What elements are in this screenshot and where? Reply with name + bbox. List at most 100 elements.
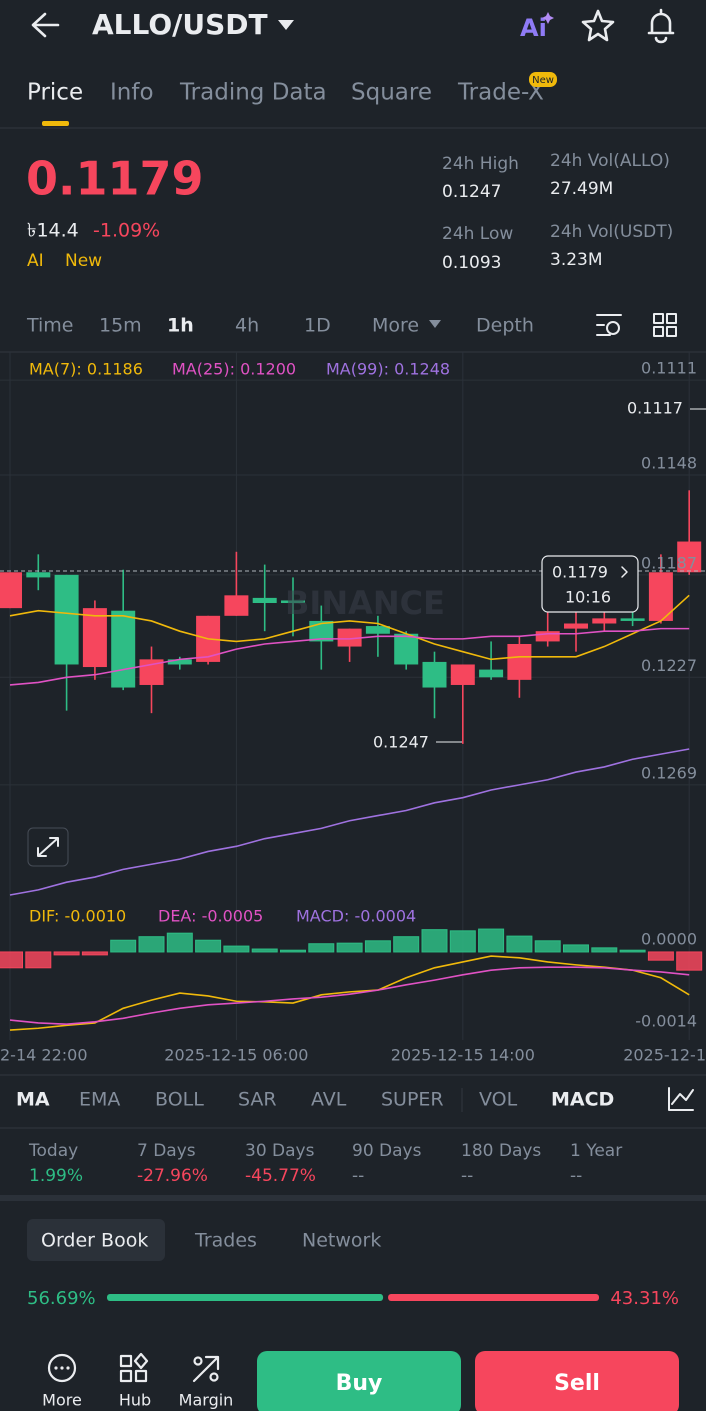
cursor-tooltip[interactable] — [541, 555, 639, 613]
alert-button[interactable] — [647, 8, 675, 44]
macd-bar — [478, 928, 505, 953]
ai-button[interactable]: Ai — [520, 12, 554, 42]
watermark: BINANCE — [285, 584, 445, 622]
chart-settings-button[interactable] — [596, 314, 622, 336]
indicator-fade — [650, 1080, 706, 1120]
more-icon[interactable] — [66, 1366, 70, 1370]
candle-body — [167, 659, 192, 665]
macd-bar — [81, 951, 108, 956]
candle-body — [564, 623, 588, 629]
indicator-tab[interactable]: BOLL — [155, 1089, 204, 1111]
favorite-button[interactable] — [581, 9, 615, 42]
sell-ratio: 43.31% — [610, 1288, 679, 1309]
more-dropdown[interactable] — [429, 320, 441, 328]
interval[interactable]: Time — [26, 315, 74, 337]
nav-label[interactable]: Hub — [119, 1391, 151, 1410]
book-tab[interactable]: Trades — [194, 1230, 257, 1252]
tab[interactable]: Price — [27, 80, 83, 106]
ai-tag[interactable]: New — [65, 251, 102, 271]
favorite-button[interactable] — [581, 9, 615, 42]
nav-label[interactable]: More — [42, 1391, 82, 1410]
y-tick-label: -0.0014 — [635, 1012, 697, 1031]
stat-label: 24h Vol(USDT) — [550, 222, 673, 242]
pair-dropdown[interactable] — [278, 20, 294, 30]
macd-bar — [647, 951, 674, 961]
tab[interactable]: Info — [110, 80, 154, 106]
margin-icon[interactable] — [209, 1372, 219, 1382]
more-icon[interactable] — [54, 1366, 58, 1370]
more-icon[interactable] — [47, 1353, 77, 1383]
period-change: -- — [352, 1166, 364, 1186]
y-tick-label: 0.1111 — [641, 359, 697, 378]
legend-entry: MA(25): 0.1200 — [172, 360, 296, 379]
y-tick-label: 0.1227 — [641, 656, 697, 675]
buy-button[interactable] — [257, 1351, 461, 1411]
back-button[interactable] — [31, 12, 60, 38]
chart-settings-button[interactable] — [606, 321, 620, 335]
ma-line — [9, 748, 690, 896]
chart-settings-button[interactable] — [596, 314, 622, 336]
ai-button[interactable]: Ai — [520, 14, 547, 42]
hub-icon[interactable] — [119, 1352, 149, 1383]
book-tab[interactable]: Order Book — [41, 1230, 148, 1252]
macd-line — [9, 955, 690, 1031]
layout-button[interactable] — [653, 313, 677, 337]
back-button[interactable] — [31, 12, 60, 38]
candle-body — [111, 610, 136, 688]
indicator-tab[interactable]: VOL — [479, 1089, 518, 1111]
margin-icon[interactable] — [193, 1356, 203, 1366]
stat-label: 24h High — [442, 154, 519, 174]
interval[interactable]: 4h — [235, 315, 259, 337]
interval[interactable]: 1D — [304, 315, 331, 337]
book-tab[interactable]: Network — [302, 1230, 381, 1252]
alert-button[interactable] — [647, 8, 675, 44]
legend-entry: MA(7): 0.1186 — [29, 360, 143, 379]
sell-button[interactable] — [475, 1351, 679, 1411]
interval[interactable]: 15m — [99, 315, 142, 337]
indicator-settings[interactable] — [668, 1087, 694, 1111]
ai-button[interactable] — [542, 12, 554, 24]
tab[interactable]: Square — [351, 80, 432, 106]
candle-body — [677, 541, 702, 573]
indicator-tab[interactable]: MA — [16, 1089, 50, 1111]
tab[interactable]: Trading Data — [179, 80, 327, 106]
buy-label[interactable]: Buy — [336, 1371, 383, 1396]
sell-label[interactable]: Sell — [554, 1371, 600, 1396]
legend-entry: MACD: -0.0004 — [296, 907, 416, 926]
hub-icon[interactable] — [119, 1352, 149, 1383]
interval[interactable]: More — [372, 315, 419, 337]
tab[interactable]: Trade-X — [457, 80, 544, 106]
pair-title[interactable]: ALLO/USDT — [92, 8, 268, 41]
macd-bar — [506, 935, 533, 953]
indicator-tab[interactable]: SAR — [238, 1089, 277, 1111]
candle-body — [365, 626, 390, 634]
more-icon[interactable] — [60, 1366, 64, 1370]
stat-value: 27.49M — [550, 179, 613, 199]
tooltip-chevron — [621, 566, 628, 578]
margin-icon[interactable] — [192, 1355, 220, 1383]
margin-icon[interactable] — [192, 1355, 220, 1383]
x-tick-label: 2025-12-1 — [623, 1046, 706, 1065]
interval[interactable]: 1h — [167, 315, 194, 337]
x-tick-label: 2025-12-15 06:00 — [164, 1046, 308, 1065]
more-icon[interactable] — [47, 1353, 77, 1383]
indicator-tab[interactable]: MACD — [551, 1089, 614, 1111]
y-tick-label: 0.1148 — [641, 453, 697, 472]
macd-bar — [676, 951, 703, 971]
macd-bar — [195, 939, 222, 953]
indicator-tab[interactable]: EMA — [79, 1089, 120, 1111]
indicator-tab[interactable]: SUPER — [381, 1089, 444, 1111]
nav-label[interactable]: Margin — [179, 1391, 234, 1410]
interval[interactable]: Depth — [476, 315, 534, 337]
indicator-tab[interactable]: AVL — [311, 1089, 347, 1111]
fullscreen-icon[interactable] — [37, 837, 59, 857]
legend-entry: DIF: -0.0010 — [29, 907, 126, 926]
macd-bar — [619, 949, 646, 953]
macd-bar — [393, 936, 420, 953]
ai-label[interactable]: AI — [27, 251, 44, 271]
macd-bar — [53, 951, 80, 956]
stat-value: 3.23M — [550, 250, 603, 270]
layout-button[interactable] — [653, 313, 677, 337]
